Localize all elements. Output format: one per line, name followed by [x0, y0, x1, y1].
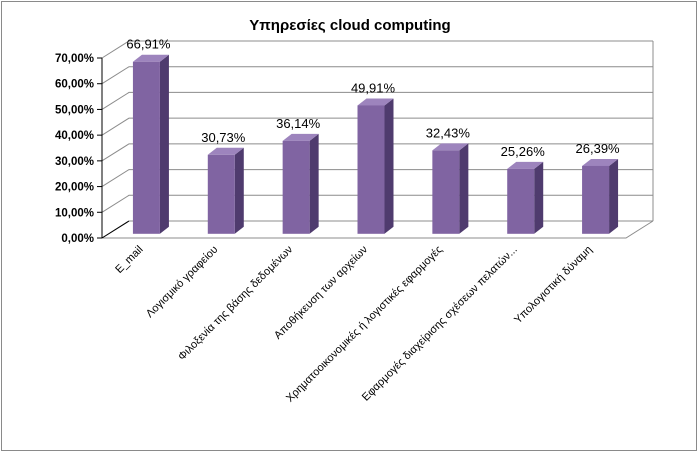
bar: [132, 54, 169, 234]
data-label: 25,26%: [501, 144, 546, 159]
gridline: [101, 169, 653, 187]
bar-front: [207, 154, 235, 234]
category-label: Εφαρμογές διαχείρισης σχέσεων πελατών...: [360, 244, 520, 404]
bar-front: [432, 150, 460, 234]
y-tick-label: 30,00%: [55, 156, 94, 168]
y-tick-label: 20,00%: [55, 182, 94, 194]
data-label: 26,39%: [576, 141, 621, 156]
bar-side: [459, 143, 469, 234]
bar-side: [159, 54, 169, 234]
y-axis-ticks: 0,00% 10,00% 20,00% 30,00% 40,00% 50,00% 60,00…: [55, 53, 94, 245]
y-tick-label: 50,00%: [55, 104, 94, 116]
bar-top: [582, 158, 619, 166]
y-tick-label: 70,00%: [55, 53, 94, 65]
bar-top: [132, 54, 169, 62]
bar-front: [282, 140, 310, 234]
data-labels: 66,91% 30,73% 36,14% 49,91% 32,43% 25,26% 26,3…: [126, 37, 620, 159]
bar-front: [357, 105, 385, 234]
bar-top: [282, 133, 319, 141]
y-tick-label: 0,00%: [61, 233, 94, 245]
bar-side: [609, 158, 619, 234]
bar: [207, 147, 244, 234]
gridline: [101, 40, 653, 59]
bar: [282, 133, 319, 234]
y-tick-label: 40,00%: [55, 130, 94, 142]
data-label: 36,14%: [276, 116, 321, 131]
floor-depth-line: [101, 220, 130, 239]
gridline: [101, 117, 653, 136]
bar: [582, 158, 619, 234]
data-label: 49,91%: [351, 80, 396, 95]
category-label: Υπολογιστική δύναμη: [512, 244, 595, 327]
y-tick-label: 10,00%: [55, 207, 94, 219]
gridline: [101, 66, 653, 85]
axes: [97, 41, 654, 239]
bar-top: [207, 147, 244, 155]
bars: [132, 54, 619, 234]
bar-top: [507, 161, 544, 169]
bar-front: [507, 168, 535, 234]
bar-top: [432, 143, 469, 151]
data-label: 66,91%: [126, 37, 171, 52]
bar-side: [234, 147, 244, 234]
bar: [357, 98, 394, 234]
gridline: [101, 194, 653, 213]
gridline: [101, 143, 653, 162]
y-tick-label: 60,00%: [55, 79, 94, 91]
bar-side: [309, 133, 319, 234]
bar-front: [582, 165, 610, 234]
bar: [507, 161, 544, 234]
bar-top: [357, 98, 394, 106]
bar-side: [534, 161, 544, 234]
bar-front: [132, 61, 160, 234]
bar: [432, 143, 469, 234]
data-label: 32,43%: [426, 125, 471, 140]
chart-title: Υπηρεσίες cloud computing: [249, 17, 450, 34]
gridlines: [101, 40, 653, 239]
floor-edge: [102, 220, 654, 239]
bar-side: [384, 98, 394, 234]
gridline: [101, 91, 653, 110]
data-label: 30,73%: [201, 130, 246, 145]
category-label: Λογισμικό γραφείου: [144, 244, 221, 321]
category-label: Χρηματοοικονομικές ή λογιστικές εφαρμογέ…: [284, 244, 445, 405]
category-label: E_mail: [113, 244, 145, 276]
